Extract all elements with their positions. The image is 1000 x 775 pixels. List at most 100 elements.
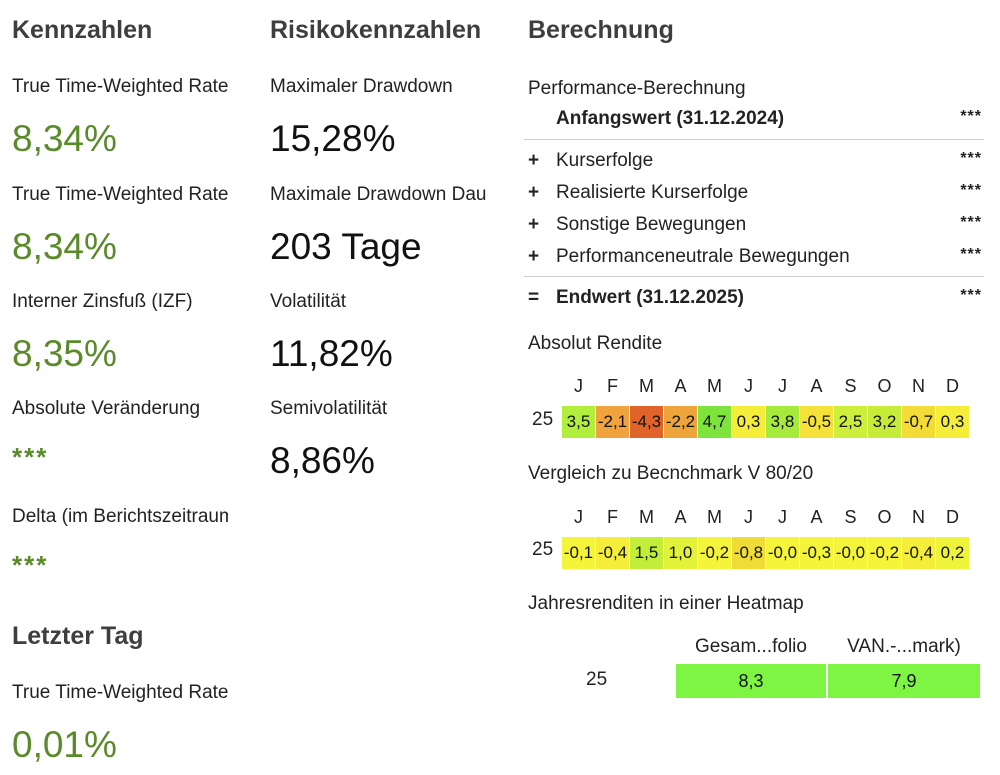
month-label: J: [744, 507, 753, 527]
heatmap-cell: 3,8: [766, 406, 799, 438]
month-label: A: [810, 376, 823, 396]
calc-row-realisierte: + Realisierte Kurserfolge ***: [516, 182, 984, 212]
divider: [524, 276, 984, 277]
berechnung-title: Berechnung: [528, 16, 674, 44]
calc-row-name: Sonstige Bewegungen: [556, 214, 747, 235]
ttwror-value: 8,34%: [12, 118, 117, 159]
heatmap-cell: 0,3: [936, 406, 969, 438]
performance-calculation-label: Performance-Berechnung: [528, 78, 746, 99]
month-label: D: [946, 376, 959, 396]
ttwror-annualized-value: 8,34%: [12, 226, 117, 267]
absolute-change-value: ***: [12, 442, 49, 472]
letzter-tag-title: Letzter Tag: [12, 622, 144, 650]
absolute-change-label: Absolute Veränderung: [12, 398, 201, 419]
heatmap-cell: 3,5: [562, 406, 595, 438]
delta-value: ***: [12, 550, 49, 580]
month-label: S: [844, 376, 857, 396]
portfolio-column-header: Gesam...folio: [695, 636, 807, 657]
month-label: A: [810, 507, 823, 527]
plus-sign: +: [528, 214, 540, 235]
ttwror-annualized-label: True Time-Weighted Rate of Return: [12, 184, 228, 205]
semivolatility-label: Semivolatilität: [270, 398, 388, 419]
last-day-ttwror-value: 0,01%: [12, 724, 117, 765]
calc-row-value: ***: [960, 150, 982, 167]
month-label: S: [844, 507, 857, 527]
heatmap-cell: -2,1: [596, 406, 629, 438]
calc-row-sonstige: + Sonstige Bewegungen ***: [516, 214, 984, 244]
heatmap-cell: 3,2: [868, 406, 901, 438]
month-label: N: [912, 376, 925, 396]
heatmap-cell: -2,2: [664, 406, 697, 438]
calc-row-value: ***: [960, 246, 982, 263]
heatmap-cell: 2,5: [834, 406, 867, 438]
month-label: M: [707, 376, 722, 396]
kennzahlen-title: Kennzahlen: [12, 16, 153, 44]
risiko-column: Risikokennzahlen Maximaler Drawdown 15,2…: [258, 0, 486, 775]
heatmap-cell: -0,4: [596, 537, 629, 569]
calc-row-value: ***: [960, 287, 982, 304]
max-drawdown-value: 15,28%: [270, 118, 396, 159]
plus-sign: +: [528, 182, 540, 203]
month-label: O: [877, 376, 892, 396]
max-drawdown-duration-value: 203 Tage: [270, 226, 422, 267]
calc-row-name: Anfangswert (31.12.2024): [556, 108, 785, 129]
heatmap-cell: 0,3: [732, 406, 765, 438]
heatmap-cell: -4,3: [630, 406, 663, 438]
risiko-title: Risikokennzahlen: [270, 16, 482, 44]
izf-label: Interner Zinsfuß (IZF): [12, 291, 193, 312]
heatmap-cell: 1,5: [630, 537, 663, 569]
izf-value: 8,35%: [12, 333, 117, 374]
heatmap-cell: 4,7: [698, 406, 731, 438]
heatmap-cell: -0,1: [562, 537, 595, 569]
heatmap-cell: 1,0: [664, 537, 697, 569]
heatmap-cell: 0,2: [936, 537, 969, 569]
benchmark-comparison-title: Vergleich zu Becnchmark V 80/20: [528, 463, 814, 484]
benchmark-column-header: VAN.-...mark): [847, 636, 961, 657]
kennzahlen-column: Kennzahlen True Time-Weighted Rate of Re…: [0, 0, 228, 775]
calc-row-performanceneutrale: + Performanceneutrale Bewegungen ***: [516, 246, 984, 276]
month-label: J: [778, 376, 787, 396]
volatility-value: 11,82%: [270, 333, 393, 374]
equals-sign: =: [528, 287, 540, 308]
month-label: N: [912, 507, 925, 527]
year-label: 25: [532, 409, 554, 430]
heatmap-cell: -0,0: [834, 537, 867, 569]
volatility-label: Volatilität: [270, 291, 347, 312]
calc-row-name: Endwert (31.12.2025): [556, 287, 744, 308]
month-label: A: [674, 507, 687, 527]
calc-row-value: ***: [960, 214, 982, 231]
month-label: J: [574, 507, 583, 527]
calc-row-kurserfolge: + Kurserfolge ***: [516, 150, 984, 180]
heatmap-cell: -0,8: [732, 537, 765, 569]
calc-row-value: ***: [960, 108, 982, 125]
heatmap-cell: -0,4: [902, 537, 935, 569]
heatmap-cell: -0,3: [800, 537, 833, 569]
month-label: M: [639, 507, 654, 527]
annual-returns-heatmap-title: Jahresrenditen in einer Heatmap: [528, 593, 804, 614]
month-label: M: [639, 376, 654, 396]
month-label: J: [744, 376, 753, 396]
last-day-ttwror-label: True Time-Weighted Rate of Return: [12, 682, 228, 703]
calc-row-name: Performanceneutrale Bewegungen: [556, 246, 850, 267]
plus-sign: +: [528, 246, 540, 267]
ttwror-label: True Time-Weighted Rate of Return: [12, 76, 228, 97]
month-label: J: [778, 507, 787, 527]
berechnung-column: Berechnung Performance-Berechnung Anfang…: [516, 0, 1000, 775]
year-label: 25: [532, 539, 554, 560]
calc-row-name: Kurserfolge: [556, 150, 654, 171]
heatmap-cell: -0,7: [902, 406, 935, 438]
month-label: O: [877, 507, 892, 527]
heatmap-cell: -0,2: [868, 537, 901, 569]
heatmap-cell: -0,5: [800, 406, 833, 438]
month-label: J: [574, 376, 583, 396]
heatmap-cell: -0,0: [766, 537, 799, 569]
month-label: F: [607, 507, 618, 527]
max-drawdown-label: Maximaler Drawdown: [270, 76, 453, 97]
divider: [524, 139, 984, 140]
absolute-return-title: Absolut Rendite: [528, 333, 663, 354]
heatmap-cell: -0,2: [698, 537, 731, 569]
month-label: M: [707, 507, 722, 527]
calc-row-end: = Endwert (31.12.2025) ***: [516, 287, 984, 317]
plus-sign: +: [528, 150, 540, 171]
calc-row-start: Anfangswert (31.12.2024) ***: [516, 108, 984, 138]
